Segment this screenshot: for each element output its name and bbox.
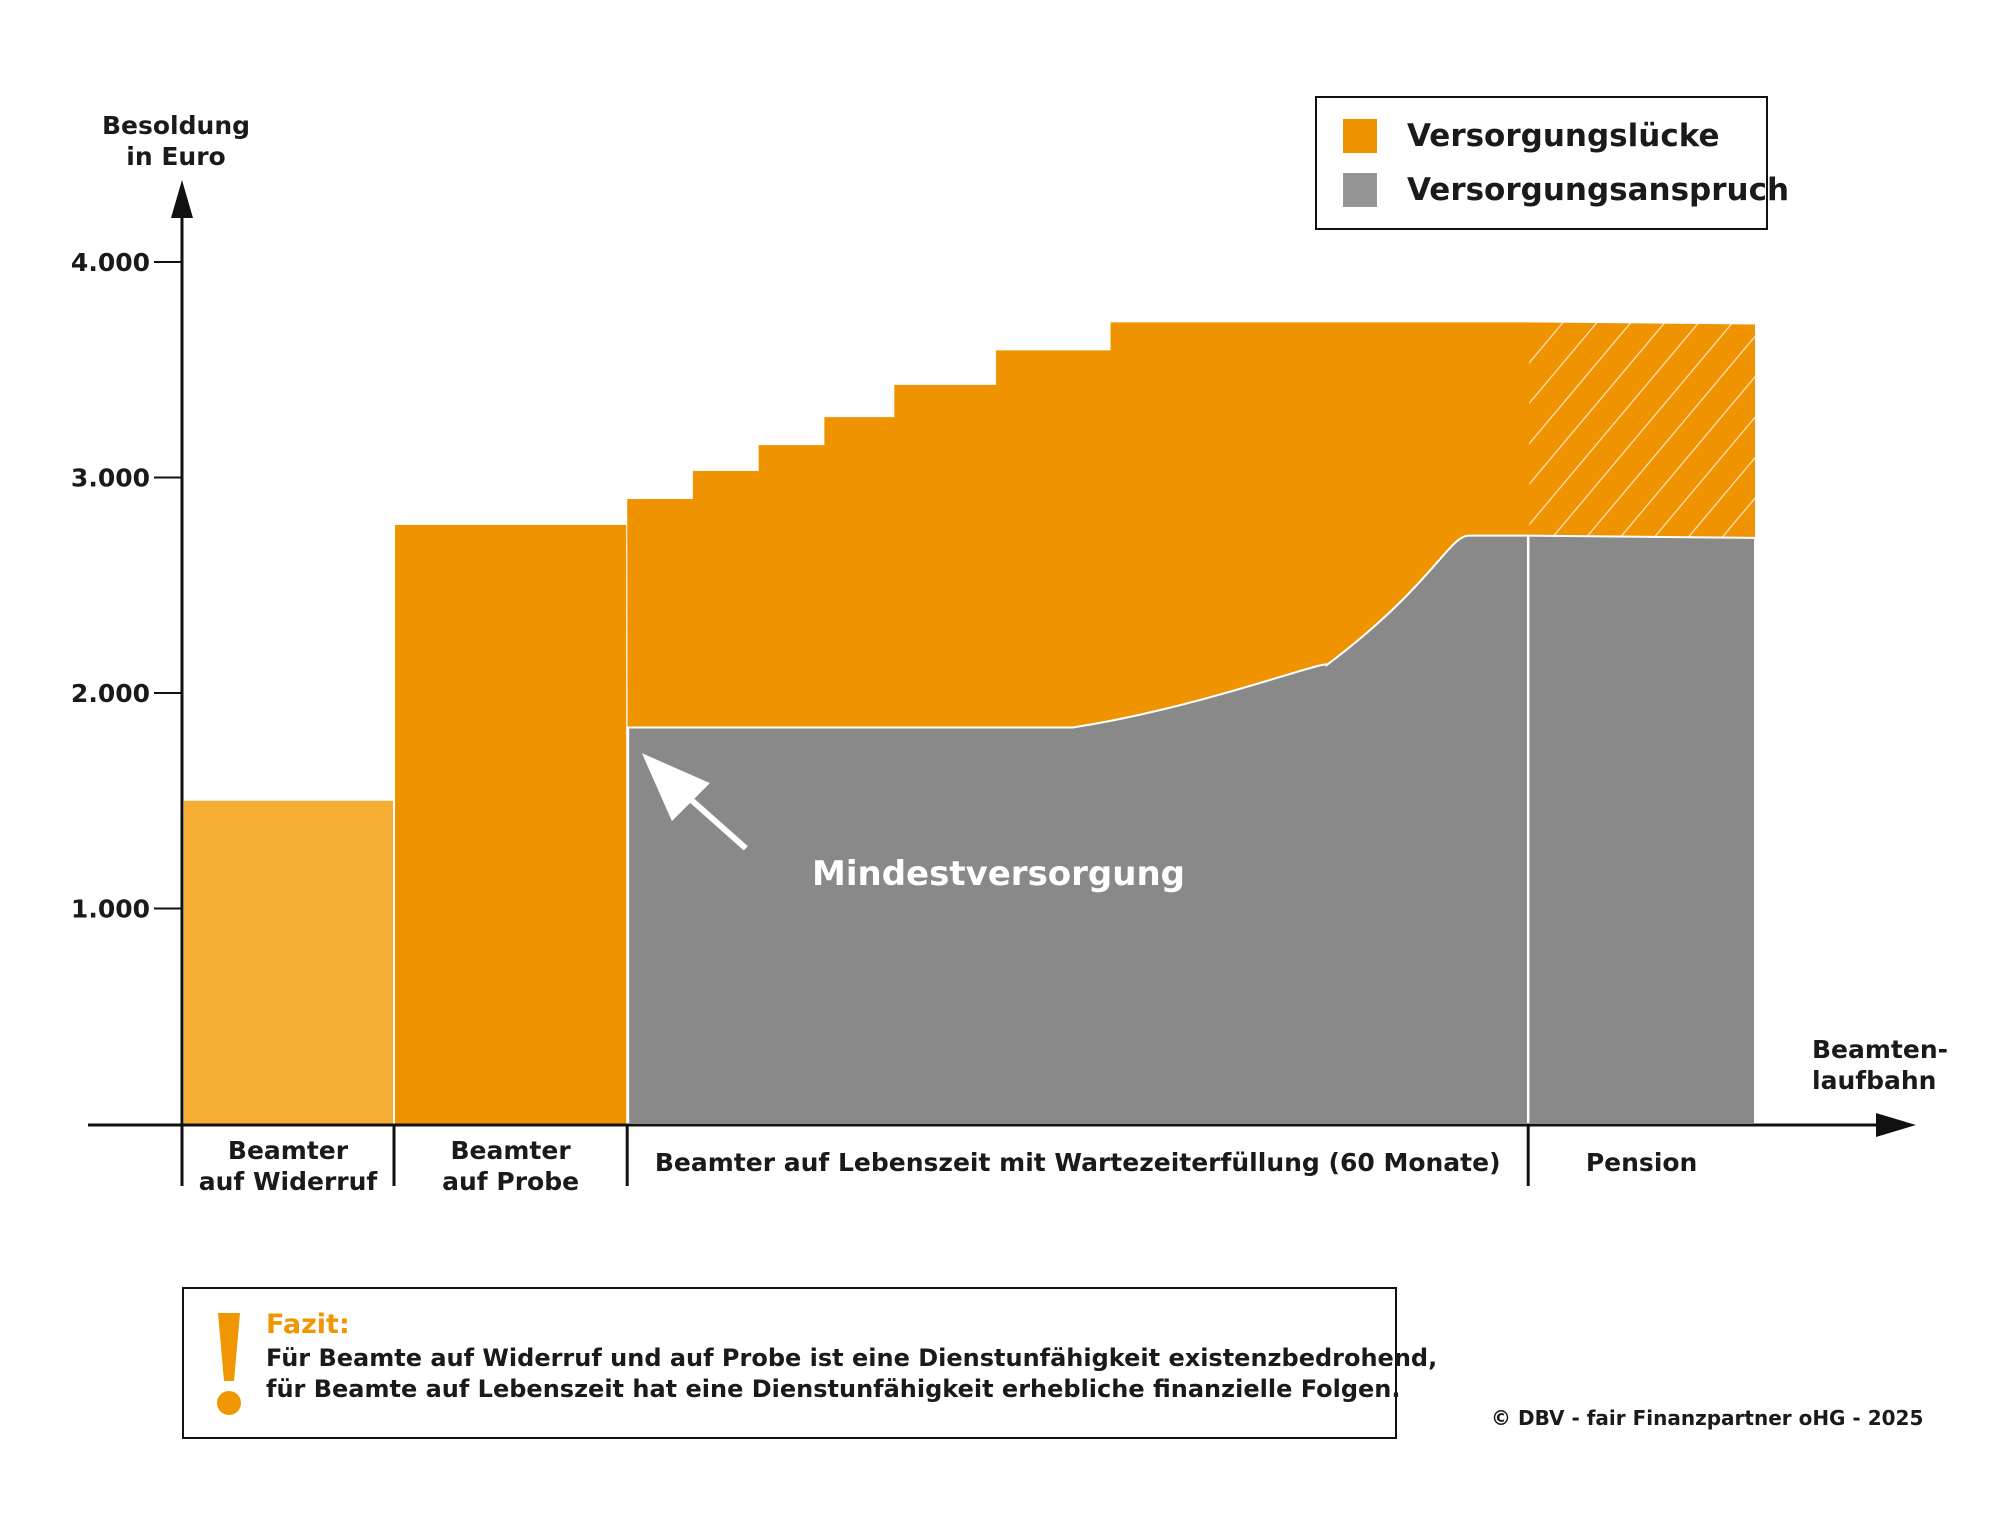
y-axis-label: in Euro xyxy=(126,142,225,171)
axes xyxy=(88,180,1916,1186)
fazit-line: für Beamte auf Lebenszeit hat eine Diens… xyxy=(266,1375,1401,1403)
hatched-pension-area xyxy=(1529,322,1756,538)
y-axis-label: Besoldung xyxy=(102,111,250,140)
fazit-text: Für Beamte auf Widerruf und auf Probe is… xyxy=(266,1343,1437,1405)
y-axis-arrowhead xyxy=(171,180,193,218)
y-tick-label: 1.000 xyxy=(71,895,150,924)
fazit-title: Fazit: xyxy=(266,1309,350,1340)
annotation-label: Mindestversorgung xyxy=(812,854,1185,894)
phase-label: auf Widerruf xyxy=(199,1167,379,1196)
legend-swatch-orange xyxy=(1343,119,1377,153)
bar-widerruf xyxy=(184,800,393,1124)
plot-areas xyxy=(184,322,1757,1125)
phase-label: Pension xyxy=(1586,1148,1698,1177)
fazit-line: Für Beamte auf Widerruf und auf Probe is… xyxy=(266,1344,1438,1372)
area-versorgungsanspruch xyxy=(627,534,1757,1125)
annotation-arrow-head xyxy=(641,753,710,822)
y-tick-label: 4.000 xyxy=(71,248,150,277)
x-axis-label: laufbahn xyxy=(1812,1066,1936,1095)
y-tick-label: 3.000 xyxy=(71,464,150,493)
chart-labels: Mindestversorgung 1.000 2.000 3.000 4.000 Bes… xyxy=(71,111,1948,1196)
x-axis-label: Beamten- xyxy=(1812,1035,1948,1064)
y-tick-label: 2.000 xyxy=(71,679,150,708)
phase-label: Beamter xyxy=(228,1136,349,1165)
exclamation-icon xyxy=(217,1313,241,1415)
copyright: © DBV - fair Finanzpartner oHG - 2025 xyxy=(1491,1406,1924,1430)
legend-label: Versorgungslücke xyxy=(1407,118,1720,154)
legend-item-versorgungsanspruch: Versorgungsanspruch xyxy=(1343,172,1789,208)
x-axis-arrowhead xyxy=(1876,1113,1916,1137)
fazit-box: Fazit: Für Beamte auf Widerruf und auf P… xyxy=(182,1287,1437,1439)
phase-label: Beamter xyxy=(451,1136,572,1165)
phase-label: Beamter auf Lebenszeit mit Wartezeiterfü… xyxy=(655,1148,1501,1177)
phase-label: auf Probe xyxy=(442,1167,579,1196)
bar-probe xyxy=(395,524,627,1124)
legend-item-versorgungsluecke: Versorgungslücke xyxy=(1343,118,1720,154)
legend-swatch-gray xyxy=(1343,173,1377,207)
legend: Versorgungslücke Versorgungsanspruch xyxy=(1315,96,1789,230)
legend-label: Versorgungsanspruch xyxy=(1407,172,1790,208)
